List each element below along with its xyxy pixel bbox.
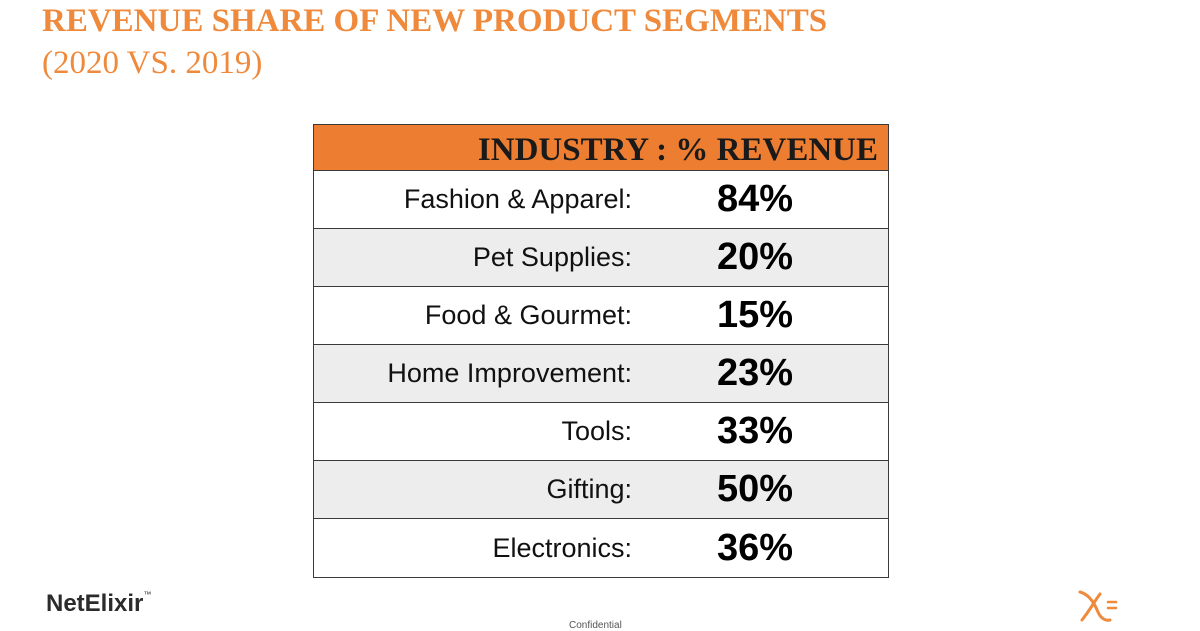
table-row: Tools: 33% <box>314 403 888 461</box>
revenue-value: 50% <box>716 468 794 510</box>
slide-subtitle: (2020 VS. 2019) <box>42 45 263 81</box>
industry-label: Fashion & Apparel: <box>403 184 632 214</box>
table-row: Gifting: 50% <box>314 461 888 519</box>
netelixir-logo: NetElixir™ <box>46 590 151 618</box>
table-row: Electronics: 36% <box>314 519 888 577</box>
industry-label: Tools: <box>561 416 632 446</box>
industry-label: Pet Supplies: <box>472 242 632 272</box>
industry-label: Electronics: <box>492 532 632 563</box>
industry-label: Home Improvement: <box>387 358 632 388</box>
revenue-table: INDUSTRY : % REVENUE Fashion & Apparel: … <box>313 124 889 578</box>
revenue-value: 23% <box>716 352 794 394</box>
revenue-value: 20% <box>716 236 794 278</box>
table-row: Pet Supplies: 20% <box>314 229 888 287</box>
industry-label: Food & Gourmet: <box>424 300 632 330</box>
table-row: Fashion & Apparel: 84% <box>314 171 888 229</box>
table-header: INDUSTRY : % REVENUE <box>314 125 888 171</box>
netelixir-x-icon <box>1078 590 1118 622</box>
revenue-value: 84% <box>716 178 794 220</box>
revenue-value: 15% <box>716 294 794 336</box>
revenue-value: 36% <box>716 526 794 569</box>
logo-text: NetElixir <box>46 590 144 617</box>
industry-label: Gifting: <box>546 474 632 504</box>
slide-title: REVENUE SHARE OF NEW PRODUCT SEGMENTS <box>42 3 828 39</box>
revenue-value: 33% <box>716 410 794 452</box>
table-row: Food & Gourmet: 15% <box>314 287 888 345</box>
table-row: Home Improvement: 23% <box>314 345 888 403</box>
trademark-mark: ™ <box>143 590 152 599</box>
confidential-label: Confidential <box>569 620 622 631</box>
